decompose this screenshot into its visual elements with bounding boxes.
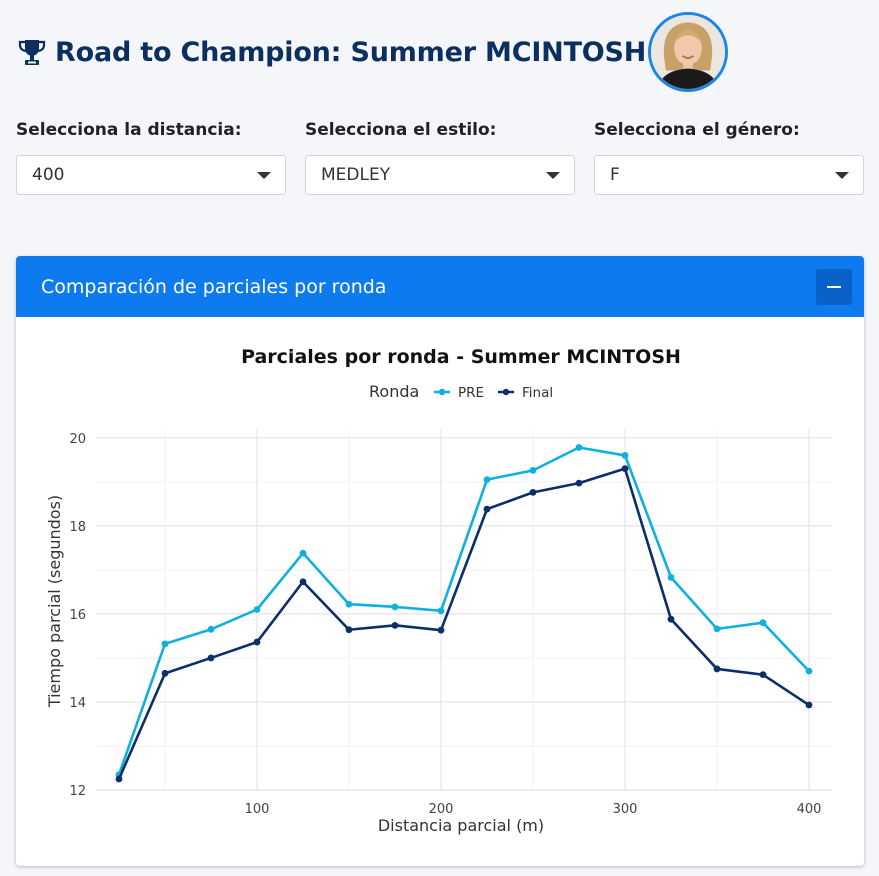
chevron-down-icon	[546, 171, 560, 179]
distance-filter: Selecciona la distancia: 400	[16, 118, 286, 195]
y-tick-label: 14	[69, 696, 86, 711]
page-header: Road to Champion: Summer MCINTOSH	[17, 10, 729, 94]
data-point-final	[713, 665, 721, 673]
style-value: MEDLEY	[321, 165, 391, 185]
data-point-final	[253, 638, 261, 646]
gender-label: Selecciona el género:	[594, 120, 800, 140]
data-point-final	[621, 465, 629, 473]
y-tick-label: 16	[69, 608, 86, 623]
data-point-pre	[437, 607, 445, 615]
data-point-pre	[759, 619, 767, 627]
legend-label-1: Final	[522, 385, 553, 401]
data-point-pre	[713, 625, 721, 633]
legend-marker-1	[502, 388, 510, 396]
series-line-pre	[117, 446, 810, 776]
x-tick-label: 300	[613, 802, 638, 817]
x-tick-label: 100	[245, 802, 270, 817]
data-point-final	[115, 775, 123, 783]
data-point-final	[391, 621, 399, 629]
y-tick-label: 12	[69, 784, 86, 799]
athlete-avatar	[648, 12, 729, 92]
legend-label-0: PRE	[458, 385, 484, 401]
series-line-final	[117, 467, 810, 780]
splits-card: Comparación de parciales por ronda 100 20…	[16, 256, 864, 866]
minus-icon	[827, 285, 841, 288]
data-point-final	[575, 479, 583, 487]
x-tick-label: 200	[429, 802, 454, 817]
data-point-final	[207, 654, 215, 662]
y-tick-label: 20	[69, 432, 86, 447]
data-point-pre	[575, 444, 583, 451]
distance-value: 400	[32, 165, 65, 185]
data-point-final	[667, 615, 675, 623]
card-title: Comparación de parciales por ronda	[41, 275, 387, 298]
data-point-pre	[299, 549, 307, 557]
data-point-final	[529, 488, 537, 496]
gender-select[interactable]: F	[594, 155, 864, 195]
data-point-final	[759, 671, 767, 679]
data-point-final	[345, 626, 353, 634]
style-filter: Selecciona el estilo: MEDLEY	[305, 118, 575, 195]
style-select[interactable]: MEDLEY	[305, 155, 575, 195]
data-point-pre	[621, 452, 629, 459]
distance-select[interactable]: 400	[16, 155, 286, 195]
data-point-pre	[529, 466, 537, 474]
x-tick-label: 400	[797, 802, 822, 817]
data-point-pre	[253, 606, 261, 613]
gender-filter: Selecciona el género: F	[594, 118, 864, 195]
filters-row: Selecciona la distancia: 400 Selecciona …	[16, 118, 864, 195]
data-point-final	[299, 578, 307, 586]
legend-marker-0	[438, 388, 446, 396]
distance-label: Selecciona la distancia:	[16, 120, 242, 140]
y-tick-label: 18	[69, 520, 86, 535]
data-point-final	[805, 701, 813, 709]
collapse-button[interactable]	[816, 268, 852, 305]
trophy-icon	[18, 40, 46, 65]
data-point-pre	[161, 640, 169, 648]
chevron-down-icon	[835, 171, 849, 179]
x-axis-label: Distancia parcial (m)	[378, 816, 544, 835]
splits-chart: 100 200 300 400 12 14 16 18 20 Parciales por rond…	[45, 346, 832, 835]
data-point-pre	[483, 476, 491, 484]
data-point-pre	[667, 573, 675, 581]
card-header: Comparación de parciales por ronda	[16, 256, 864, 317]
gender-value: F	[610, 165, 620, 185]
legend-title: Ronda	[369, 382, 419, 401]
data-point-final	[161, 669, 169, 677]
page-title: Road to Champion: Summer MCINTOSH	[55, 36, 647, 68]
data-point-pre	[805, 667, 813, 675]
data-point-final	[483, 505, 491, 513]
chart-title: Parciales por ronda - Summer MCINTOSH	[241, 346, 681, 368]
data-point-pre	[391, 603, 399, 611]
data-point-pre	[345, 600, 353, 608]
y-axis-label: Tiempo parcial (segundos)	[45, 495, 64, 708]
chevron-down-icon	[257, 171, 271, 179]
style-label: Selecciona el estilo:	[305, 120, 497, 140]
data-point-pre	[207, 625, 215, 633]
data-point-final	[437, 626, 445, 634]
